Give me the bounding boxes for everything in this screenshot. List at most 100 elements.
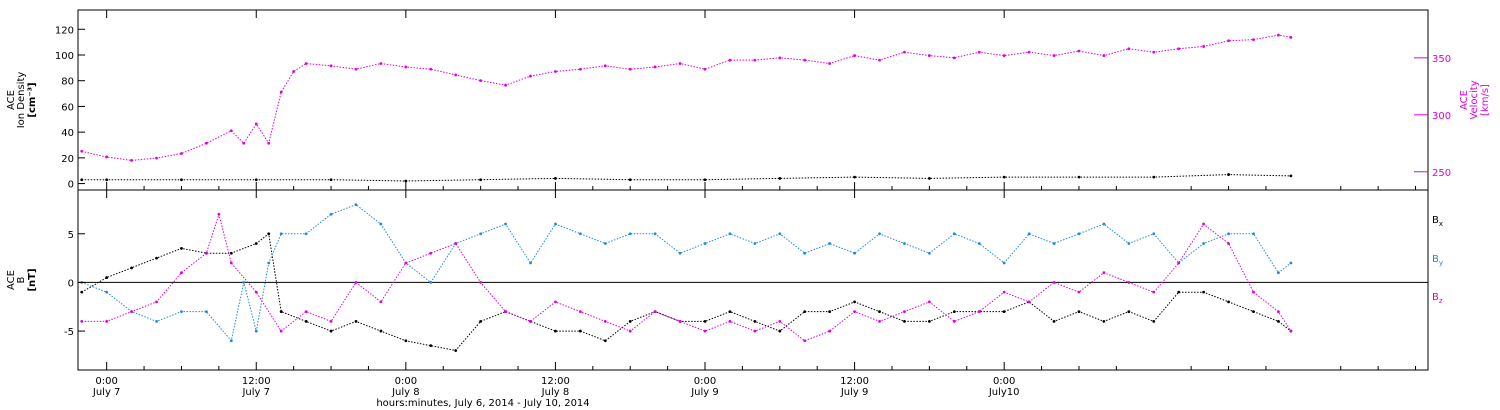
by-point	[927, 251, 931, 255]
by-point	[1077, 232, 1081, 236]
by-point	[628, 232, 632, 236]
bz-point	[653, 310, 657, 314]
time-tick-date: July 9	[840, 387, 869, 398]
field-axis-label-line1: ACE	[6, 270, 17, 290]
by-point	[504, 222, 507, 226]
bx-point	[1102, 319, 1106, 323]
by-point	[853, 251, 856, 255]
density-point	[1002, 175, 1006, 179]
bz-point	[479, 281, 483, 284]
velocity-point	[479, 79, 483, 83]
time-tick-label: 0:00	[993, 376, 1015, 387]
by-point	[952, 232, 956, 236]
density-tick-label: 20	[61, 154, 74, 165]
bx-point	[429, 344, 433, 348]
bx-point	[1177, 290, 1181, 294]
density-point	[329, 178, 333, 182]
by-point	[1002, 261, 1006, 265]
bz-point	[1102, 271, 1106, 275]
by-point	[379, 222, 383, 226]
density-point	[254, 178, 258, 182]
time-tick-date: July 7	[92, 387, 121, 398]
velocity-point	[242, 141, 246, 145]
density-point	[778, 177, 782, 180]
bz-point	[130, 310, 134, 314]
density-point	[554, 177, 557, 180]
bz-point	[404, 261, 408, 265]
bz-point	[180, 271, 183, 275]
by-point	[977, 242, 981, 245]
velocity-point	[1227, 39, 1230, 43]
legend: Bx By Bz	[1432, 215, 1443, 305]
bx-point	[703, 319, 707, 323]
bz-point	[354, 281, 358, 284]
bx-point	[828, 310, 832, 314]
velocity-axis-ticks: 250 300 350	[1414, 54, 1451, 179]
bz-point	[429, 251, 433, 255]
by-point	[728, 232, 732, 236]
bz-point	[155, 300, 158, 304]
bx-point	[229, 251, 233, 255]
bx-point	[1227, 300, 1230, 304]
bx-point	[80, 290, 84, 294]
field-axis-label-line3: [nT]	[27, 268, 38, 291]
bx-point	[1277, 319, 1280, 323]
velocity-point	[329, 64, 333, 68]
bz-point	[952, 319, 956, 323]
density-axis-ticks: 0 20 40 60 80 100 120	[55, 25, 85, 191]
time-tick-label: 0:00	[694, 376, 716, 387]
velocity-point	[728, 58, 732, 62]
by-point	[1102, 222, 1106, 226]
by-point	[529, 261, 532, 265]
velocity-series-line	[81, 34, 1291, 161]
density-axis-label-line2: Ion Density	[16, 72, 27, 129]
bz-point	[1127, 281, 1131, 284]
field-tick-label: 5	[68, 230, 74, 241]
velocity-point	[853, 54, 856, 57]
velocity-point	[279, 90, 283, 94]
velocity-axis-label-line1: ACE	[1459, 90, 1470, 110]
velocity-point	[180, 152, 183, 155]
bx-point	[279, 310, 283, 314]
velocity-point	[977, 50, 981, 54]
by-point	[903, 242, 906, 245]
time-tick-date: July 9	[690, 387, 719, 398]
velocity-point	[628, 67, 632, 71]
bz-point	[454, 242, 458, 245]
velocity-point	[1102, 54, 1106, 57]
bz-point	[1002, 290, 1006, 294]
legend-by: By	[1432, 254, 1443, 267]
velocity-point	[1177, 47, 1181, 51]
velocity-tick-label: 300	[1432, 111, 1451, 122]
by-point	[329, 212, 333, 216]
by-point	[1152, 232, 1156, 236]
bx-point	[105, 276, 109, 279]
by-point	[803, 251, 807, 255]
density-point	[853, 175, 856, 179]
by-point	[753, 242, 757, 245]
bz-point	[329, 319, 333, 323]
velocity-point	[803, 58, 807, 62]
by-point	[229, 339, 233, 343]
velocity-tick-label: 350	[1432, 54, 1451, 65]
bz-point	[217, 212, 221, 216]
legend-bx: Bx	[1432, 215, 1443, 228]
time-tick-date: July10	[988, 387, 1020, 398]
velocity-point	[204, 141, 208, 145]
by-point	[778, 232, 782, 236]
bx-point	[952, 310, 956, 314]
time-tick-label: 0:00	[395, 376, 417, 387]
velocity-point	[778, 56, 782, 60]
velocity-point	[952, 56, 956, 60]
legend-bz: Bz	[1432, 292, 1443, 305]
density-tick-label: 80	[61, 77, 74, 88]
velocity-point	[828, 62, 832, 65]
velocity-point	[80, 149, 84, 153]
density-point	[105, 178, 109, 182]
bz-point	[578, 310, 582, 314]
bz-point	[1152, 290, 1156, 294]
bz-point	[628, 329, 632, 333]
density-point	[628, 178, 632, 182]
bz-point	[80, 319, 84, 323]
density-point	[479, 178, 483, 182]
